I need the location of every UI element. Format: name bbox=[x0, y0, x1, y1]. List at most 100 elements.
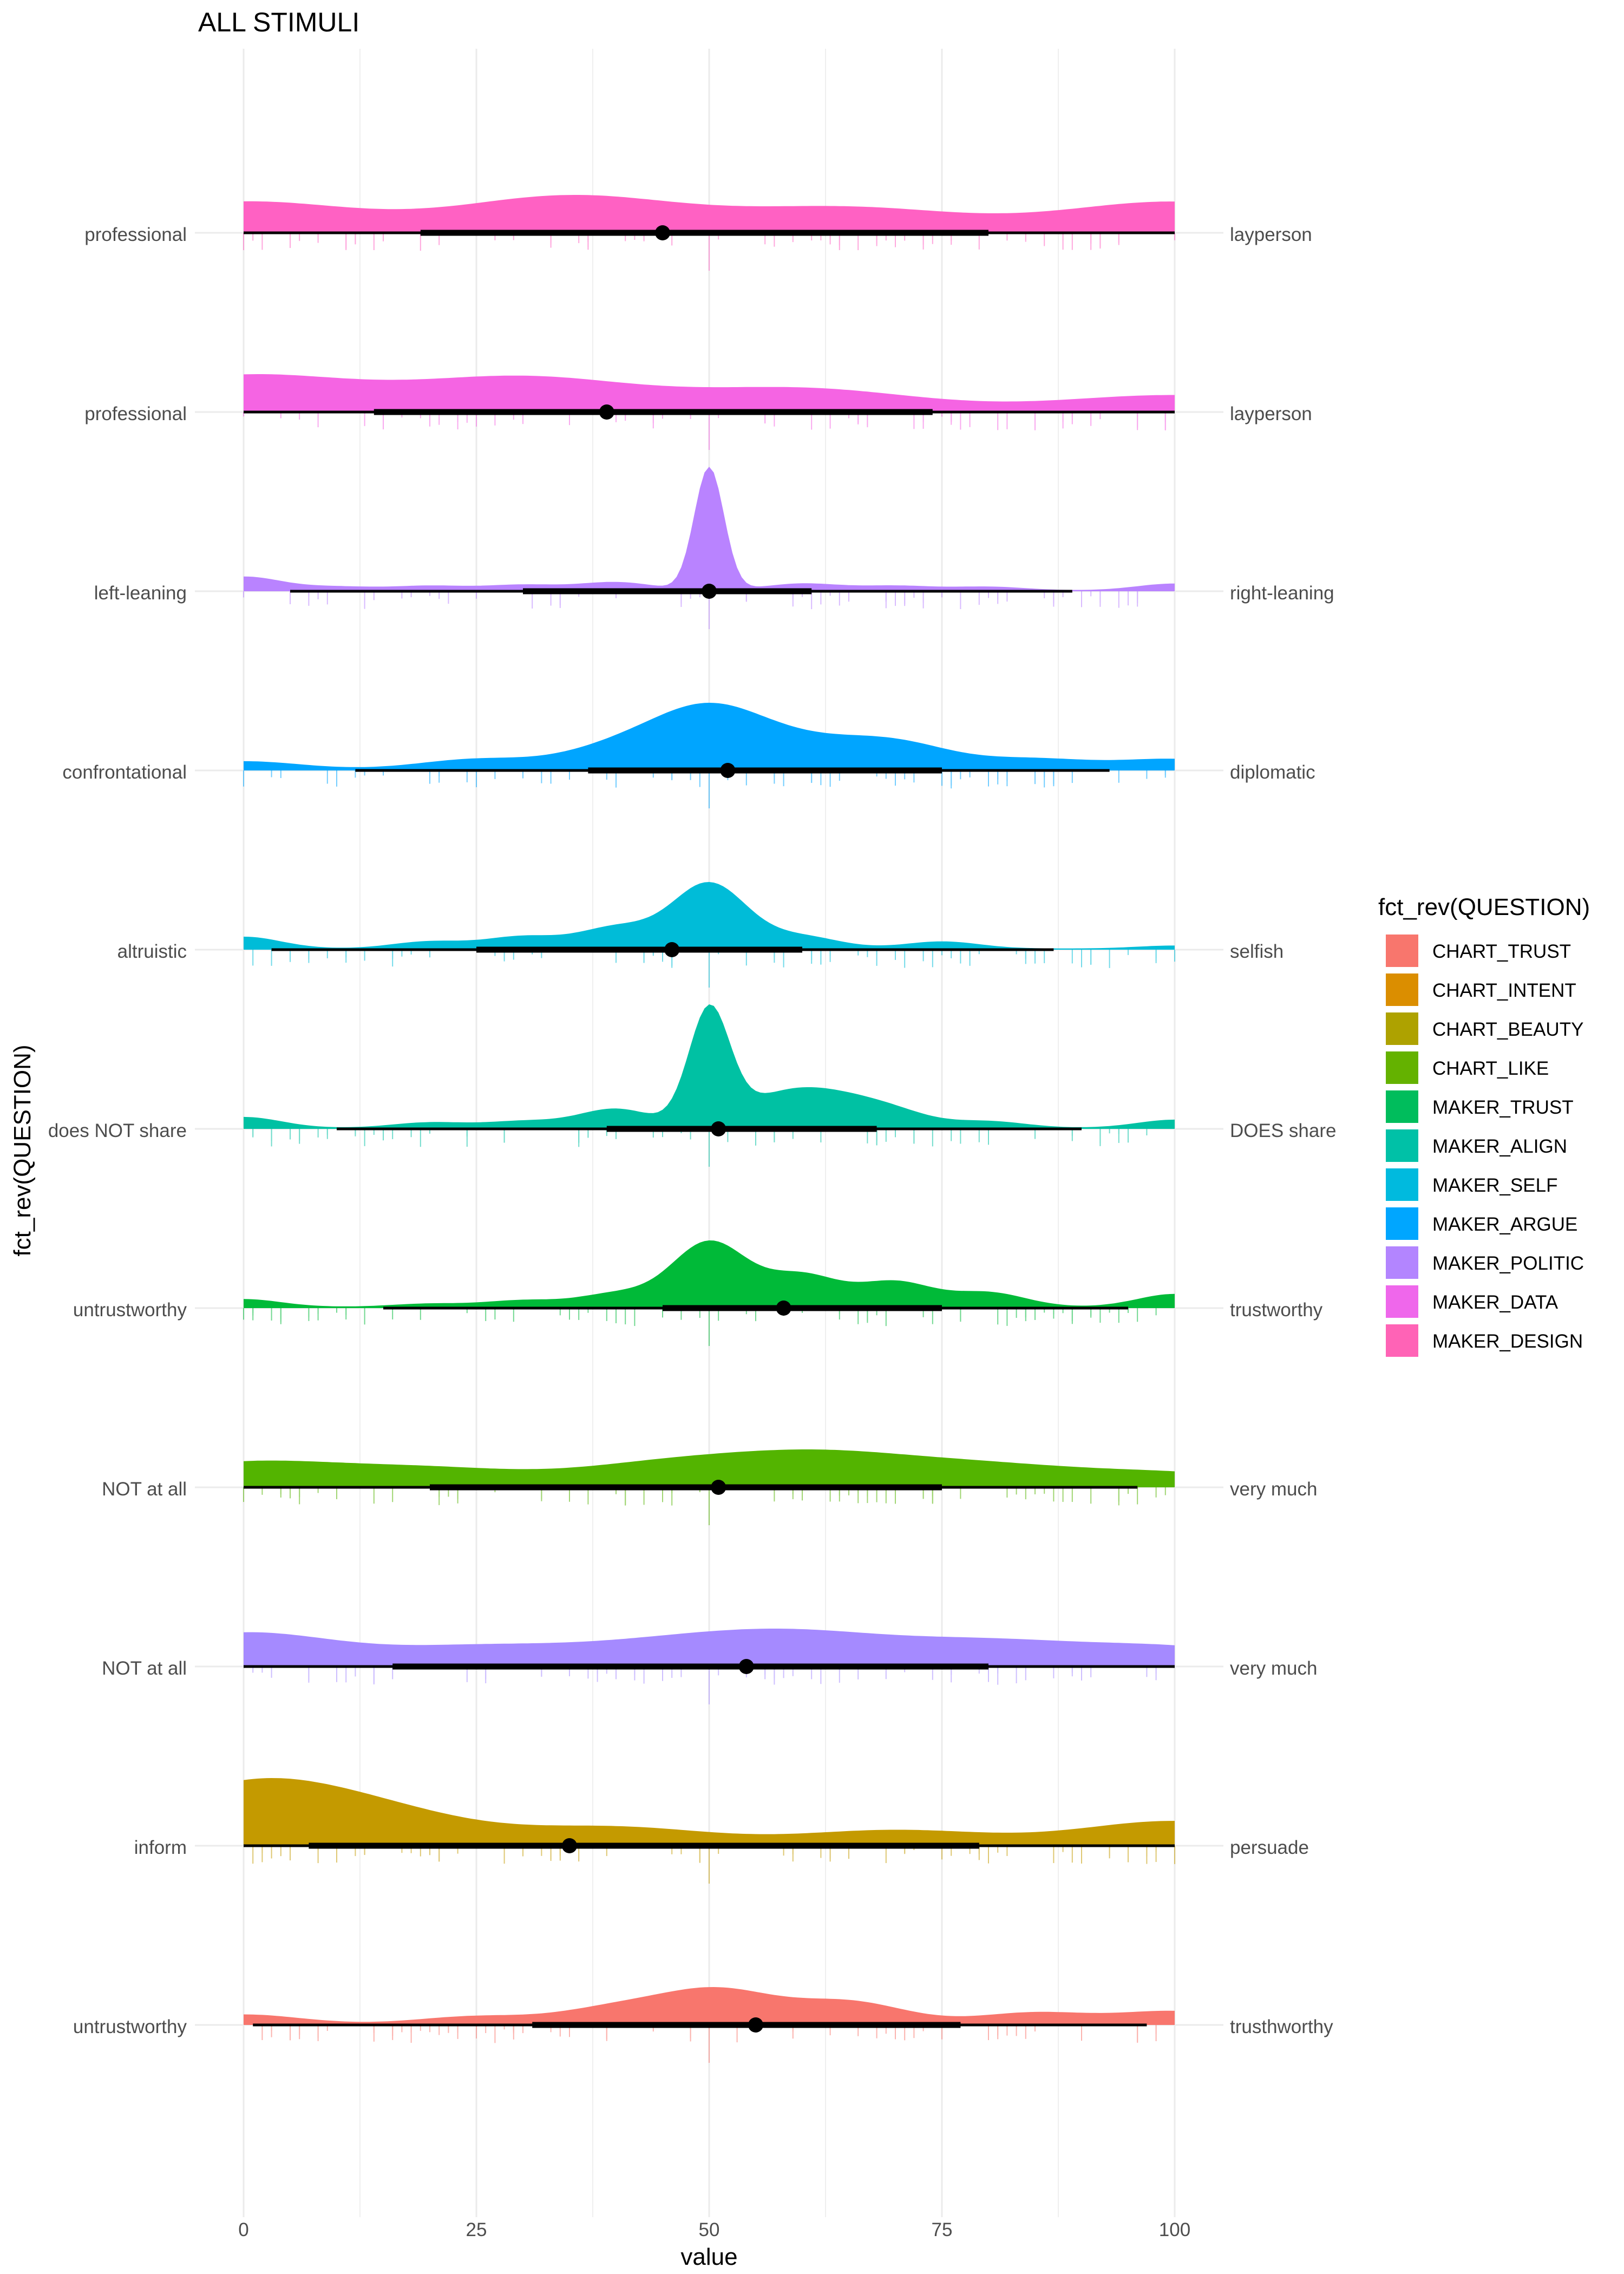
median-point bbox=[562, 1838, 577, 1853]
density-curve bbox=[244, 1629, 1175, 1667]
legend-item: MAKER_SELF bbox=[1386, 1168, 1557, 1201]
legend-label: CHART_TRUST bbox=[1432, 941, 1571, 962]
median-point bbox=[711, 1121, 726, 1136]
ridge-row: inform persuade bbox=[134, 1778, 1309, 1884]
right-axis-label: layperson bbox=[1230, 403, 1312, 424]
x-tick-label: 100 bbox=[1159, 2219, 1190, 2240]
left-axis-label: left-leaning bbox=[94, 583, 187, 604]
density-curve bbox=[244, 1004, 1175, 1129]
legend-label: MAKER_ALIGN bbox=[1432, 1136, 1567, 1157]
density-curve bbox=[244, 1240, 1175, 1308]
left-axis-label: altruistic bbox=[117, 941, 187, 962]
legend-title: fct_rev(QUESTION) bbox=[1378, 894, 1590, 920]
legend-item: MAKER_DATA bbox=[1386, 1285, 1558, 1318]
legend-label: CHART_BEAUTY bbox=[1432, 1019, 1583, 1040]
right-axis-label: very much bbox=[1230, 1658, 1317, 1679]
legend-label: MAKER_ARGUE bbox=[1432, 1214, 1577, 1235]
ridge-row: professional layperson bbox=[84, 195, 1312, 271]
median-point bbox=[702, 584, 717, 599]
left-axis-label: professional bbox=[84, 403, 187, 424]
legend-swatch bbox=[1386, 1090, 1418, 1123]
left-axis-label: does NOT share bbox=[48, 1120, 187, 1141]
legend-swatch bbox=[1386, 973, 1418, 1006]
legend-item: CHART_TRUST bbox=[1386, 935, 1571, 967]
legend-label: MAKER_TRUST bbox=[1432, 1097, 1574, 1118]
legend-swatch bbox=[1386, 1012, 1418, 1045]
legend-swatch bbox=[1386, 1207, 1418, 1240]
left-axis-label: untrustworthy bbox=[73, 2016, 187, 2037]
left-axis-label: NOT at all bbox=[102, 1479, 187, 1500]
legend-label: CHART_INTENT bbox=[1432, 980, 1576, 1001]
ridge-rows: professional layperson professional laypers… bbox=[48, 195, 1336, 2063]
left-axis-label: NOT at all bbox=[102, 1658, 187, 1679]
legend-swatch bbox=[1386, 1246, 1418, 1279]
right-axis-label: DOES share bbox=[1230, 1120, 1336, 1141]
density-curve bbox=[244, 1987, 1175, 2025]
left-axis-label: confrontational bbox=[62, 762, 187, 783]
legend-label: MAKER_DESIGN bbox=[1432, 1331, 1583, 1352]
ridge-row: confrontational diplomatic bbox=[62, 703, 1315, 808]
right-axis-label: right-leaning bbox=[1230, 583, 1334, 604]
legend-item: CHART_BEAUTY bbox=[1386, 1012, 1583, 1045]
right-axis-label: layperson bbox=[1230, 224, 1312, 245]
rug-ticks bbox=[243, 770, 1166, 808]
legend: fct_rev(QUESTION) CHART_TRUST CHART_INTEN… bbox=[1378, 894, 1590, 1357]
left-axis-label: professional bbox=[84, 224, 187, 245]
legend-item: MAKER_TRUST bbox=[1386, 1090, 1574, 1123]
right-axis-label: selfish bbox=[1230, 941, 1284, 962]
x-tick-label: 0 bbox=[238, 2219, 248, 2240]
left-axis-label: untrustworthy bbox=[73, 1299, 187, 1321]
legend-label: MAKER_POLITIC bbox=[1432, 1253, 1584, 1274]
x-tick-label: 50 bbox=[699, 2219, 720, 2240]
legend-label: MAKER_DATA bbox=[1432, 1292, 1558, 1313]
density-curve bbox=[244, 1778, 1175, 1846]
x-axis: 0 25 50 75 100 bbox=[238, 2219, 1190, 2240]
legend-swatch bbox=[1386, 1168, 1418, 1201]
density-curve bbox=[244, 467, 1175, 591]
density-curve bbox=[244, 374, 1175, 412]
chart-title: ALL STIMULI bbox=[198, 7, 359, 37]
legend-item: MAKER_POLITIC bbox=[1386, 1246, 1584, 1279]
median-point bbox=[776, 1301, 791, 1316]
legend-swatch bbox=[1386, 1051, 1418, 1084]
legend-label: CHART_LIKE bbox=[1432, 1058, 1549, 1079]
legend-swatch bbox=[1386, 1285, 1418, 1318]
legend-item: CHART_INTENT bbox=[1386, 973, 1576, 1006]
median-point bbox=[748, 2017, 763, 2033]
right-axis-label: trustworthy bbox=[1230, 1299, 1323, 1321]
median-point bbox=[711, 1480, 726, 1495]
median-point bbox=[599, 404, 614, 420]
density-curve bbox=[244, 882, 1175, 950]
legend-label: MAKER_SELF bbox=[1432, 1175, 1557, 1196]
ridge-row: left-leaning right-leaning bbox=[94, 467, 1334, 629]
median-point bbox=[720, 763, 736, 778]
legend-item: MAKER_DESIGN bbox=[1386, 1324, 1583, 1357]
ridge-row: NOT at all very much bbox=[102, 1629, 1317, 1704]
ridge-row: professional layperson bbox=[84, 374, 1312, 450]
x-axis-title: value bbox=[680, 2244, 737, 2270]
right-axis-label: persuade bbox=[1230, 1837, 1309, 1858]
ridge-row: NOT at all very much bbox=[102, 1449, 1317, 1525]
ridge-row: does NOT share DOES share bbox=[48, 1004, 1336, 1167]
y-axis-title: fct_rev(QUESTION) bbox=[9, 1044, 36, 1256]
median-point bbox=[664, 942, 680, 957]
ridge-row: altruistic selfish bbox=[117, 882, 1284, 988]
left-axis-label: inform bbox=[134, 1837, 187, 1858]
median-point bbox=[738, 1659, 754, 1674]
ridge-row: untrustworthy trusthworthy bbox=[73, 1987, 1333, 2063]
density-curve bbox=[244, 195, 1175, 233]
median-point bbox=[655, 225, 670, 240]
legend-swatch bbox=[1386, 935, 1418, 967]
legend-item: MAKER_ALIGN bbox=[1386, 1129, 1567, 1162]
right-axis-label: diplomatic bbox=[1230, 762, 1315, 783]
ridge-row: untrustworthy trustworthy bbox=[73, 1240, 1323, 1346]
right-axis-label: very much bbox=[1230, 1479, 1317, 1500]
right-axis-label: trusthworthy bbox=[1230, 2016, 1333, 2037]
density-curve bbox=[244, 703, 1175, 770]
legend-swatch bbox=[1386, 1129, 1418, 1162]
legend-item: CHART_LIKE bbox=[1386, 1051, 1549, 1084]
x-tick-label: 25 bbox=[466, 2219, 487, 2240]
legend-item: MAKER_ARGUE bbox=[1386, 1207, 1577, 1240]
legend-swatch bbox=[1386, 1324, 1418, 1357]
